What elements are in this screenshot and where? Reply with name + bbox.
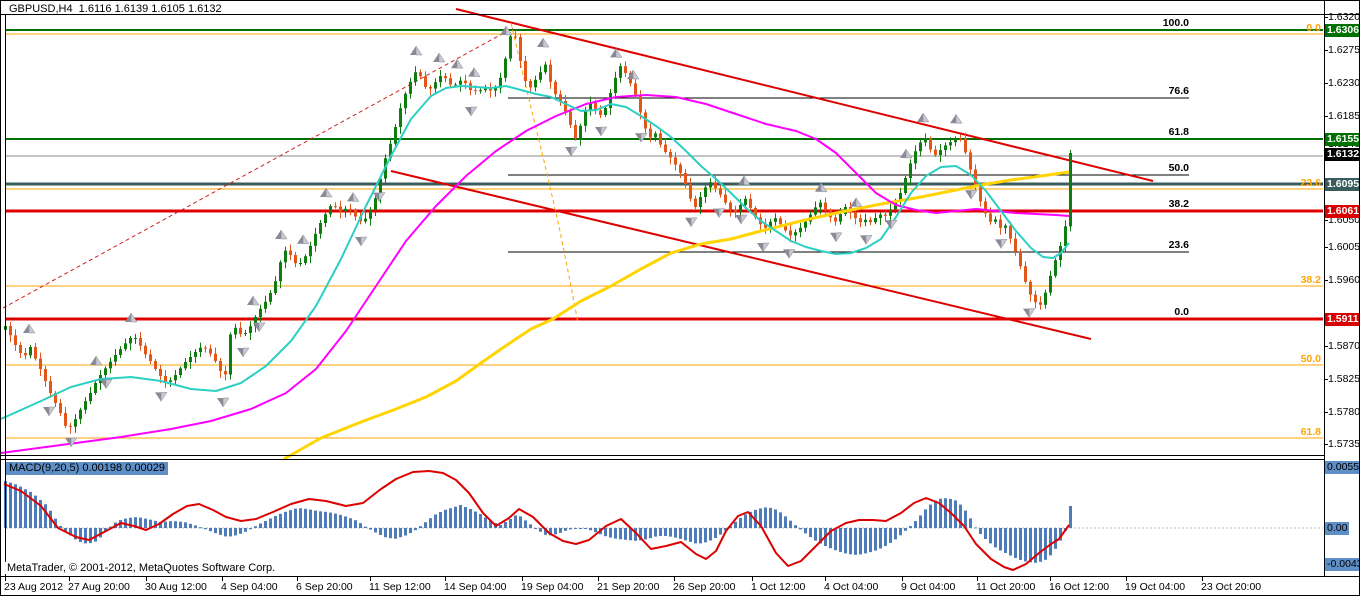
time-axis-tick bbox=[674, 576, 675, 581]
time-axis-tick bbox=[977, 576, 978, 581]
svg-text:50.0: 50.0 bbox=[1301, 353, 1322, 365]
time-axis-tick bbox=[5, 576, 6, 581]
macd-indicator-label: MACD(9,20,5) 0.00198 0.00029 bbox=[6, 462, 168, 475]
pane-separator-1 bbox=[1, 455, 1325, 456]
price-badge-1.6061: 1.6061 bbox=[1325, 205, 1359, 218]
ma-slow-yellow bbox=[283, 170, 1070, 461]
copyright-text: MetaTrader, © 2001-2012, MetaQuotes Soft… bbox=[5, 562, 278, 574]
svg-text:23.6: 23.6 bbox=[1169, 239, 1190, 251]
macd-scale-badge: 0.00 bbox=[1325, 522, 1350, 535]
time-axis-label: 27 Aug 20:00 bbox=[68, 581, 130, 593]
price-axis-label: 1.6005 bbox=[1328, 241, 1360, 253]
svg-text:38.2: 38.2 bbox=[1301, 274, 1322, 286]
price-axis-label: 1.6185 bbox=[1328, 110, 1360, 122]
time-axis-label: 11 Sep 12:00 bbox=[369, 581, 431, 593]
price-axis-tick bbox=[1324, 17, 1328, 18]
svg-text:61.8: 61.8 bbox=[1169, 126, 1190, 138]
svg-text:50.0: 50.0 bbox=[1169, 162, 1190, 174]
price-axis-tick bbox=[1324, 83, 1328, 84]
price-badge-1.6155: 1.6155 bbox=[1325, 133, 1359, 146]
time-axis-label: 21 Sep 20:00 bbox=[597, 581, 660, 593]
time-axis-tick bbox=[297, 576, 298, 581]
chart-left-frame bbox=[5, 14, 6, 576]
price-axis-label: 1.6275 bbox=[1328, 44, 1360, 56]
svg-text:61.8: 61.8 bbox=[1301, 426, 1322, 438]
svg-text:23.6: 23.6 bbox=[1301, 177, 1322, 189]
price-axis-label: 1.5780 bbox=[1328, 406, 1360, 418]
price-axis-tick bbox=[1324, 346, 1328, 347]
price-axis-tick bbox=[1324, 247, 1328, 248]
time-axis-tick bbox=[902, 576, 903, 581]
time-axis-tick bbox=[1126, 576, 1127, 581]
time-axis-label: 23 Oct 20:00 bbox=[1201, 581, 1262, 593]
fib-main-set: 100.0 76.6 61.8 50.0 38.2 23.6 0.0 bbox=[508, 17, 1189, 318]
time-axis-tick bbox=[69, 576, 70, 581]
time-axis-tick bbox=[370, 576, 371, 581]
price-axis-label: 1.5960 bbox=[1328, 274, 1360, 286]
pane-top-line bbox=[1, 14, 1359, 15]
trendlines bbox=[2, 8, 1154, 340]
candles bbox=[4, 30, 1072, 434]
price-axis-label: 1.6320 bbox=[1328, 11, 1360, 23]
time-axis-label: 1 Oct 12:00 bbox=[751, 581, 806, 593]
price-axis-tick bbox=[1324, 379, 1328, 380]
svg-text:38.2: 38.2 bbox=[1169, 198, 1190, 210]
time-axis-tick bbox=[825, 576, 826, 581]
price-axis-tick bbox=[1324, 116, 1328, 117]
macd-histogram bbox=[4, 481, 1072, 563]
price-axis-tick bbox=[1324, 444, 1328, 445]
time-axis-tick bbox=[146, 576, 147, 581]
price-axis-tick bbox=[1324, 280, 1328, 281]
time-axis-tick bbox=[445, 576, 446, 581]
time-axis-tick bbox=[1050, 576, 1051, 581]
time-axis-label: 19 Sep 04:00 bbox=[521, 581, 584, 593]
time-axis-label: 4 Sep 04:00 bbox=[221, 581, 278, 593]
time-axis-label: 9 Oct 04:00 bbox=[901, 581, 956, 593]
price-axis-label: 1.6230 bbox=[1328, 77, 1360, 89]
fractal-arrows bbox=[23, 25, 1036, 448]
ma-fast-cyan bbox=[1, 85, 1070, 420]
price-badge-1.5911: 1.5911 bbox=[1325, 313, 1359, 326]
time-axis-label: 6 Sep 20:00 bbox=[296, 581, 353, 593]
fib-orange-set: 0.0 23.6 38.2 50.0 61.8 bbox=[6, 22, 1323, 439]
pane-separator-2 bbox=[1, 459, 1325, 460]
macd-signal-line bbox=[3, 470, 1070, 571]
price-axis-label: 1.5870 bbox=[1328, 340, 1360, 352]
time-axis-label: 26 Sep 20:00 bbox=[673, 581, 736, 593]
chart-title: GBPUSD,H4 1.6116 1.6139 1.6105 1.6132 bbox=[9, 3, 222, 15]
time-axis-label: 30 Aug 12:00 bbox=[145, 581, 207, 593]
time-axis-tick bbox=[222, 576, 223, 581]
price-axis-tick bbox=[1324, 412, 1328, 413]
svg-text:0.0: 0.0 bbox=[1174, 306, 1189, 318]
price-badge-1.6095: 1.6095 bbox=[1325, 178, 1359, 191]
time-axis-label: 14 Sep 04:00 bbox=[444, 581, 507, 593]
price-axis-line bbox=[1324, 1, 1325, 576]
ma-medium-magenta bbox=[1, 94, 1070, 454]
time-axis-label: 11 Oct 20:00 bbox=[976, 581, 1036, 593]
price-axis-tick bbox=[1324, 50, 1328, 51]
time-axis-tick bbox=[1202, 576, 1203, 581]
macd-scale-badge: 0.00557 bbox=[1325, 461, 1359, 474]
time-axis-line bbox=[1, 576, 1359, 577]
price-badge-1.6306: 1.6306 bbox=[1325, 24, 1359, 37]
price-axis-label: 1.5735 bbox=[1328, 438, 1360, 450]
price-axis-tick bbox=[1324, 220, 1328, 221]
macd-pane bbox=[3, 470, 1323, 571]
svg-text:0.0: 0.0 bbox=[1306, 22, 1321, 34]
time-axis-label: 16 Oct 12:00 bbox=[1049, 581, 1110, 593]
price-badge-1.6132: 1.6132 bbox=[1325, 148, 1359, 161]
macd-scale-badge: -0.00434 bbox=[1325, 558, 1359, 571]
svg-text:100.0: 100.0 bbox=[1163, 17, 1189, 29]
time-axis-label: 4 Oct 04:00 bbox=[824, 581, 879, 593]
time-axis-label: 23 Aug 2012 bbox=[4, 581, 63, 593]
price-axis-label: 1.5825 bbox=[1328, 373, 1360, 385]
time-axis-label: 19 Oct 04:00 bbox=[1125, 581, 1186, 593]
svg-text:76.6: 76.6 bbox=[1169, 85, 1190, 97]
time-axis-tick bbox=[752, 576, 753, 581]
time-axis-tick bbox=[522, 576, 523, 581]
horizontal-levels bbox=[6, 29, 1323, 321]
time-axis-tick bbox=[598, 576, 599, 581]
